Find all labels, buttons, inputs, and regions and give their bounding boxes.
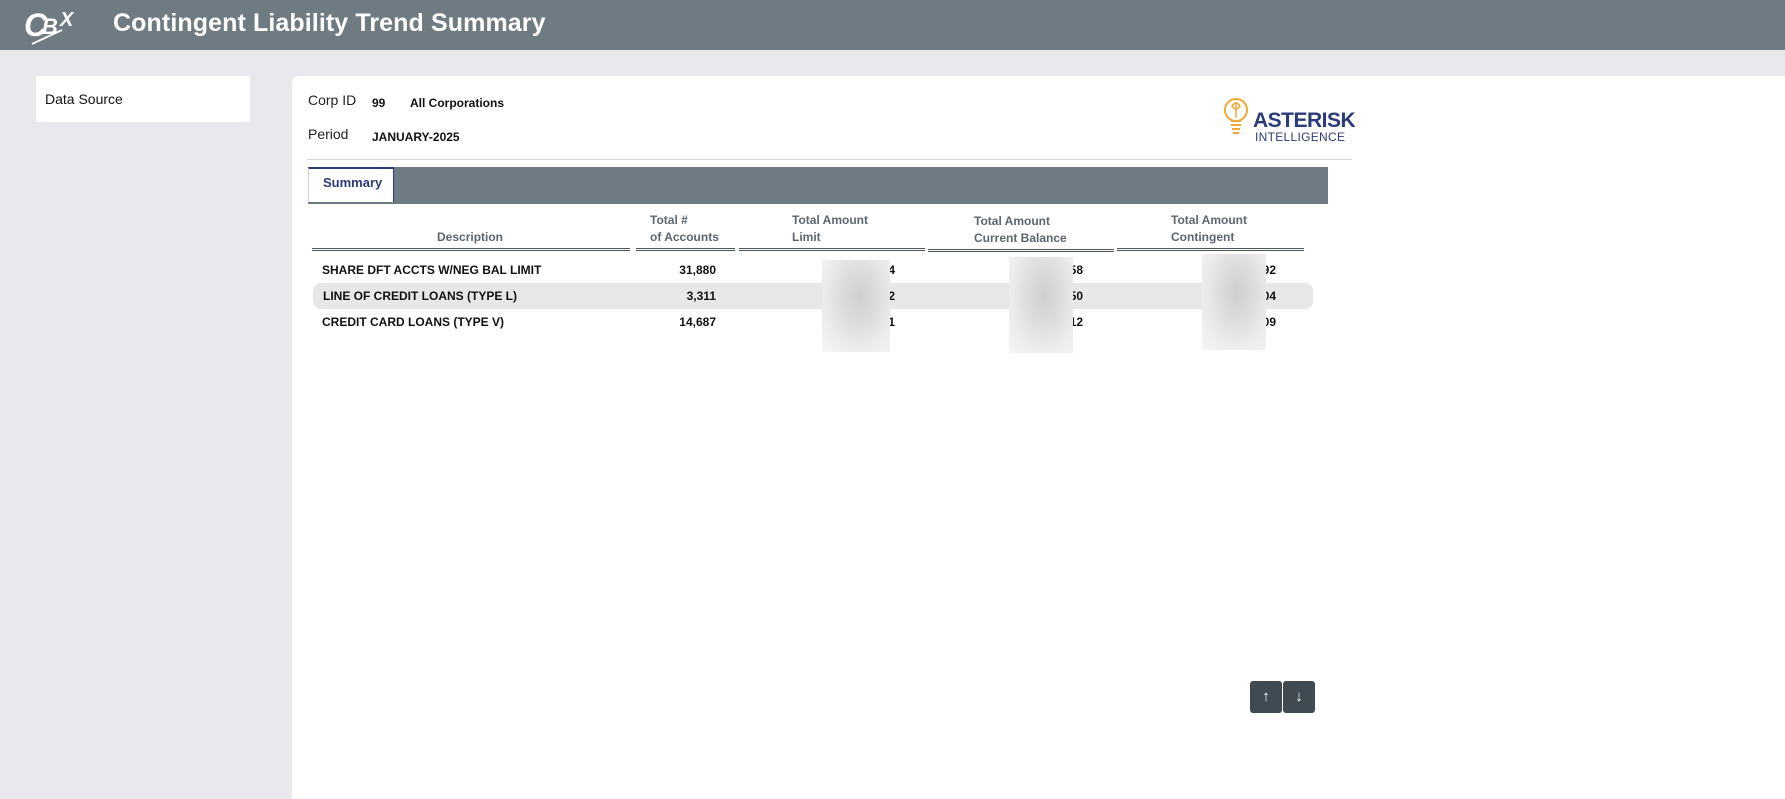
corp-name-value: All Corporations <box>410 96 505 110</box>
redacted-region <box>822 260 890 352</box>
cell-accounts: 31,880 <box>679 263 716 277</box>
arrow-up-icon: ↑ <box>1262 688 1270 705</box>
logo-subword: INTELLIGENCE <box>1255 130 1346 144</box>
cell-description: LINE OF CREDIT LOANS (TYPE L) <box>323 289 517 303</box>
logo-word: ASTERISK <box>1253 109 1356 132</box>
tab-summary[interactable]: Summary <box>308 167 394 202</box>
svg-text:C: C <box>24 7 48 43</box>
period-value: JANUARY-2025 <box>372 130 460 144</box>
period-label: Period <box>308 126 349 142</box>
header-divider <box>307 159 1352 160</box>
sidebar-item-data-source[interactable]: Data Source <box>36 76 250 122</box>
app-header: C B X Contingent Liability Trend Summary <box>0 0 1785 50</box>
tab-label: Summary <box>323 175 383 190</box>
cell-description: SHARE DFT ACCTS W/NEG BAL LIMIT <box>322 263 542 277</box>
cell-description: CREDIT CARD LOANS (TYPE V) <box>322 315 505 329</box>
cell-accounts: 14,687 <box>679 315 716 329</box>
page-title: Contingent Liability Trend Summary <box>113 9 546 37</box>
corp-id-value: 99 <box>372 96 386 110</box>
corp-id-label: Corp ID <box>308 92 357 108</box>
asterisk-intelligence-logo: ASTERISK INTELLIGENCE <box>1222 90 1356 146</box>
header-underline <box>312 248 630 251</box>
col-header-accounts-2: of Accounts <box>650 230 719 244</box>
table-row[interactable]: CREDIT CARD LOANS (TYPE V) 14,687 21 ,61… <box>313 309 1313 335</box>
header-underline <box>928 249 1114 252</box>
table-row[interactable]: LINE OF CREDIT LOANS (TYPE L) 3,311 02 8… <box>313 283 1313 309</box>
col-header-balance-2: Current Balance <box>974 231 1067 245</box>
col-header-contingent-2: Contingent <box>1171 230 1235 244</box>
redacted-region <box>1202 254 1266 350</box>
scroll-up-button[interactable]: ↑ <box>1250 681 1282 713</box>
redacted-region <box>1009 257 1073 353</box>
header-underline <box>739 248 925 251</box>
lightbulb-icon <box>1224 98 1248 134</box>
report-panel: Corp ID 99 All Corporations Period JANUA… <box>292 76 1785 799</box>
col-header-contingent-1: Total Amount <box>1171 213 1247 227</box>
cell-accounts: 3,311 <box>686 289 716 303</box>
col-header-balance-1: Total Amount <box>974 214 1050 228</box>
scroll-down-button[interactable]: ↓ <box>1283 681 1315 713</box>
col-header-description: Description <box>437 230 504 244</box>
header-underline <box>1117 248 1304 251</box>
tab-bar: Summary <box>308 167 1328 204</box>
header-underline <box>636 248 735 251</box>
table-row[interactable]: SHARE DFT ACCTS W/NEG BAL LIMIT 31,880 0… <box>313 257 1313 283</box>
col-header-accounts-1: Total # <box>650 213 688 227</box>
col-header-limit-2: Limit <box>792 230 821 244</box>
arrow-down-icon: ↓ <box>1295 688 1303 705</box>
col-header-limit-1: Total Amount <box>792 213 868 227</box>
svg-text:X: X <box>59 9 75 31</box>
cbx-logo: C B X <box>24 7 75 45</box>
sidebar-item-label: Data Source <box>45 91 123 107</box>
